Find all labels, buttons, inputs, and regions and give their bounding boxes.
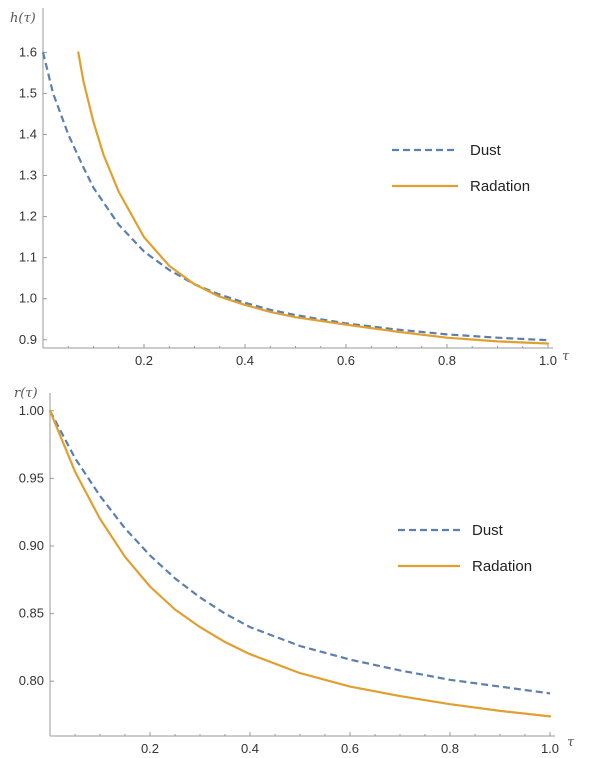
chart2-x-tick-label: 0.8 [441, 741, 459, 756]
chart1-y-tick-label: 1.2 [19, 209, 37, 224]
chart2-y-axis-label: r(τ) [14, 386, 38, 401]
chart1-legend-label-radation: Radation [470, 178, 530, 195]
chart1-y-tick-label: 1.6 [19, 44, 37, 59]
chart1-y-tick-label: 1.4 [19, 126, 37, 141]
chart2-x-tick-label: 1.0 [541, 741, 559, 756]
chart2-series-dust-line [49, 410, 551, 695]
chart1-legend-label-dust: Dust [470, 142, 502, 159]
chart-r-tau: 0.80 0.85 0.90 0.95 1.00 0.2 0.4 0.6 0.8 1.0 r(τ) τ… [14, 386, 575, 756]
chart1-series-dust-line [41, 52, 549, 342]
chart2-y-tick-label: 1.00 [19, 403, 44, 418]
chart2-legend-label-dust: Dust [472, 522, 504, 539]
chart2-x-tick-label: 0.2 [141, 741, 159, 756]
chart1-y-axis-label: h(τ) [10, 11, 36, 26]
chart2-series-radation-line [48, 409, 552, 718]
chart1-x-tick-label: 0.4 [236, 353, 254, 368]
chart1-x-axis-label: τ [562, 349, 570, 364]
chart1-series-radation-line [77, 51, 550, 345]
chart1-x-tick-label: 0.6 [337, 353, 355, 368]
chart1-y-tick-label: 1.1 [19, 250, 37, 265]
chart2-y-tick-label: 0.95 [19, 470, 44, 485]
chart1-x-tick-label: 1.0 [539, 353, 557, 368]
chart1-y-tick-label: 1.5 [19, 85, 37, 100]
chart2-y-tick-label: 0.85 [19, 606, 44, 621]
chart1-y-tick-label: 0.9 [19, 332, 37, 347]
chart2-x-axis-label: τ [567, 735, 575, 750]
chart2-legend-label-radation: Radation [472, 558, 532, 575]
chart1-x-tick-label: 0.2 [135, 353, 153, 368]
chart1-y-tick-label: 1.0 [19, 291, 37, 306]
chart2-y-tick-label: 0.90 [19, 538, 44, 553]
chart1-x-tick-label: 0.8 [438, 353, 456, 368]
chart2-x-tick-label: 0.4 [241, 741, 259, 756]
chart2-y-tick-label: 0.80 [19, 673, 44, 688]
chart2-x-tick-label: 0.6 [341, 741, 359, 756]
chart1-y-tick-label: 1.3 [19, 168, 37, 183]
chart-h-tau: 0.9 1.0 1.1 1.2 1.3 1.4 1.5 1.6 0.2 0.4 0.6 0.8 1.0 h… [10, 8, 570, 368]
